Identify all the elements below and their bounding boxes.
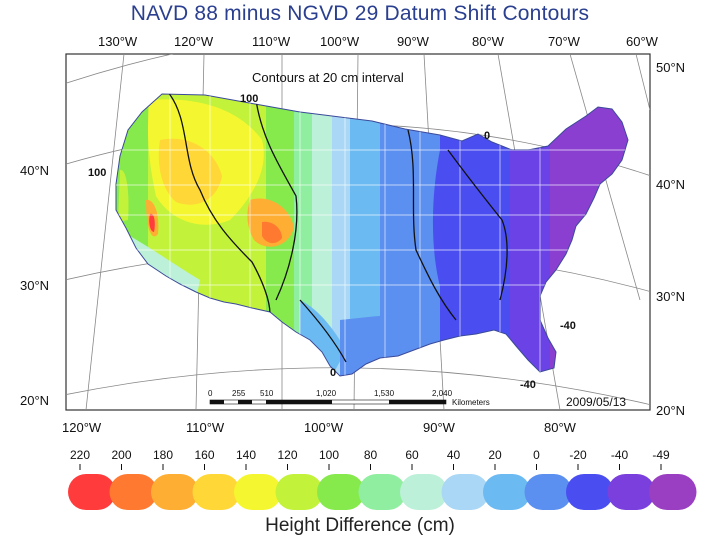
scale-tick-label: 2,040	[432, 389, 453, 398]
map-title: NAVD 88 minus NGVD 29 Datum Shift Contou…	[130, 2, 590, 25]
contour-label: -40	[520, 379, 536, 391]
top-longitude-label: 90°W	[397, 34, 430, 49]
scale-tick-label: 1,530	[374, 389, 395, 398]
legend-color-swatch	[109, 474, 157, 510]
bottom-longitude-label: 120°W	[62, 420, 102, 435]
top-longitude-label: 100°W	[320, 34, 360, 49]
bottom-longitude-label: 100°W	[304, 420, 344, 435]
scale-unit-label: Kilometers	[452, 398, 490, 407]
contour-interval-note: Contours at 20 cm interval	[252, 70, 404, 85]
bottom-longitude-label: 110°W	[186, 420, 225, 435]
scale-tick-label: 0	[208, 389, 213, 398]
legend-value-label: 160	[194, 448, 214, 462]
scale-bar	[209, 399, 447, 405]
legend-color-swatch	[566, 474, 614, 510]
legend-value-label: 80	[364, 448, 378, 462]
right-latitude-label: 30°N	[656, 289, 685, 304]
left-latitude-label: 20°N	[20, 393, 49, 408]
bottom-longitude-label: 90°W	[423, 420, 456, 435]
top-longitude-label: 110°W	[252, 34, 291, 49]
legend-value-label: 140	[236, 448, 256, 462]
top-longitude-label: 70°W	[548, 34, 581, 49]
legend-color-swatch	[607, 474, 655, 510]
legend-value-label: 120	[277, 448, 297, 462]
contour-label: 0	[484, 130, 490, 142]
right-latitude-label: 20°N	[656, 403, 685, 418]
legend-color-swatch	[524, 474, 572, 510]
legend-color-swatch	[234, 474, 282, 510]
us-contour-fill	[116, 94, 628, 376]
contour-label: 100	[88, 167, 106, 179]
contour-label: -40	[560, 320, 576, 332]
legend-value-label: 20	[488, 448, 502, 462]
scale-tick-label: 255	[232, 389, 246, 398]
right-latitude-label: 50°N	[656, 60, 685, 75]
legend-value-label: 0	[533, 448, 540, 462]
legend-value-label: 60	[405, 448, 419, 462]
legend-color-swatch	[68, 474, 116, 510]
legend-value-label: 100	[319, 448, 339, 462]
scale-tick-label: 510	[260, 389, 274, 398]
legend-value-label: 200	[111, 448, 131, 462]
legend-color-swatch	[483, 474, 531, 510]
contour-label: 0	[330, 367, 336, 379]
map-date: 2009/05/13	[566, 395, 626, 409]
left-latitude-label: 40°N	[20, 163, 49, 178]
legend-value-label: -49	[652, 448, 670, 462]
top-longitude-label: 60°W	[626, 34, 659, 49]
legend-value-label: 40	[447, 448, 461, 462]
legend-color-swatch	[400, 474, 448, 510]
legend-color-swatch	[151, 474, 199, 510]
scale-tick-label: 1,020	[316, 389, 337, 398]
bottom-longitude-label: 80°W	[544, 420, 577, 435]
legend-color-swatch	[192, 474, 240, 510]
legend-color-swatch	[275, 474, 323, 510]
right-latitude-label: 40°N	[656, 177, 685, 192]
legend-color-bar	[68, 474, 697, 510]
legend-value-label: 180	[153, 448, 173, 462]
legend-color-swatch	[317, 474, 365, 510]
legend-color-swatch	[441, 474, 489, 510]
legend-color-swatch	[358, 474, 406, 510]
legend-title: Height Difference (cm)	[265, 515, 455, 536]
top-longitude-label: 120°W	[174, 34, 214, 49]
legend-value-label: -40	[611, 448, 629, 462]
legend-value-label: 220	[70, 448, 90, 462]
legend-values: 220 200 180 160 140 120 100 80 60 40 20 0 -20 -40 -49	[70, 448, 670, 470]
top-longitude-label: 130°W	[98, 34, 138, 49]
legend-value-label: -20	[569, 448, 587, 462]
legend-color-swatch	[649, 474, 697, 510]
top-longitude-label: 80°W	[472, 34, 505, 49]
contour-label: 100	[240, 93, 258, 105]
left-latitude-label: 30°N	[20, 278, 49, 293]
